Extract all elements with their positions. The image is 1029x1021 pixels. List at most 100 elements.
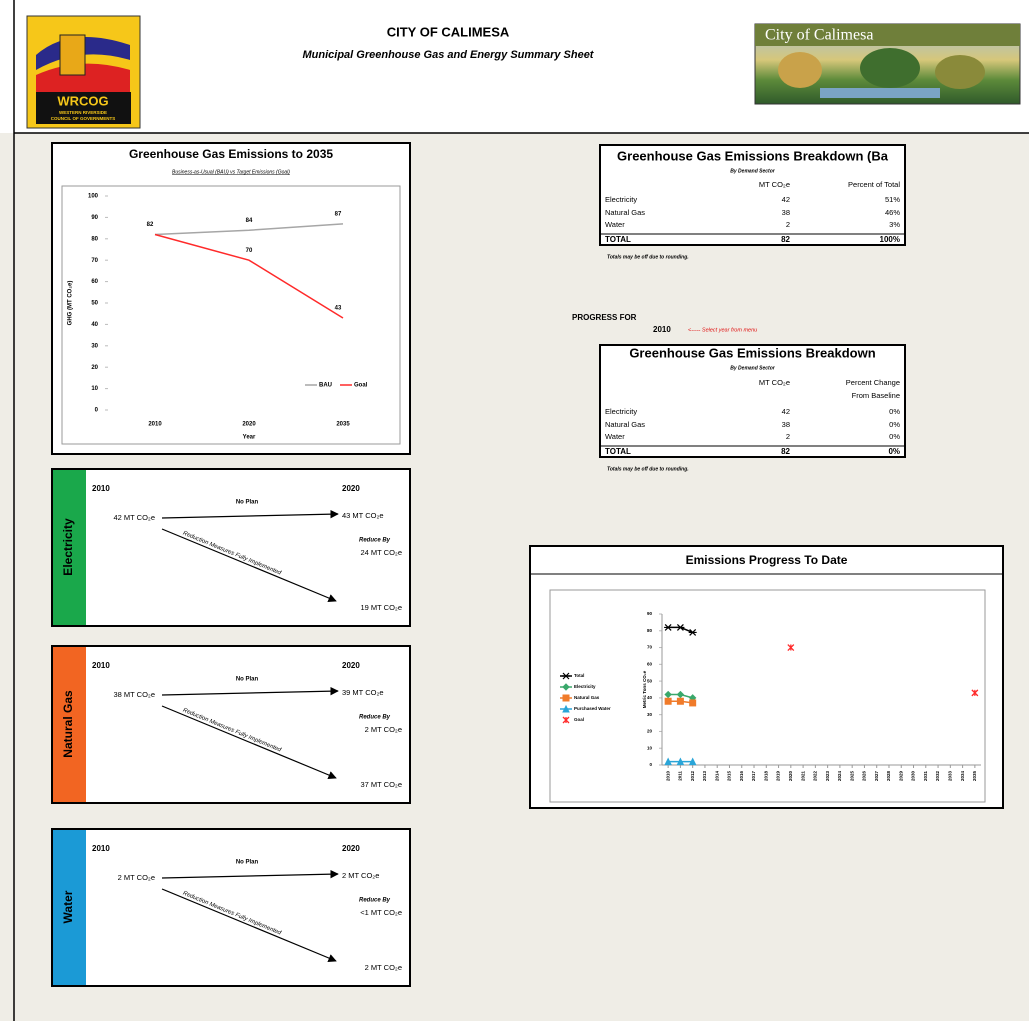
total-cell: 82 — [781, 447, 790, 456]
y-tick-label: 60 — [91, 279, 98, 285]
x-tick-label: 2020 — [788, 771, 793, 782]
x-tick-label: 2020 — [242, 422, 256, 428]
x-tick-label: 2010 — [148, 422, 162, 428]
x-tick-label: 2024 — [837, 771, 842, 782]
photo-pond — [820, 88, 940, 98]
table-frame — [600, 345, 905, 457]
logo: WRCOG WESTERN RIVERSIDE COUNCIL OF GOVER… — [27, 16, 140, 128]
start-year: 2010 — [92, 484, 110, 493]
start-year: 2010 — [92, 844, 110, 853]
x-tick-label: 2031 — [923, 771, 928, 782]
baseline-value: 2 MT CO₂e — [118, 873, 155, 882]
reduce-value: 24 MT CO₂e — [360, 548, 402, 557]
y-tick-label: 20 — [91, 365, 98, 371]
x-tick-label: 2011 — [678, 771, 683, 781]
reduce-label: Reduce By — [359, 538, 391, 544]
total-cell: TOTAL — [605, 447, 631, 456]
progress-label: PROGRESS FOR — [572, 313, 637, 322]
x-tick-label: 2021 — [800, 771, 805, 782]
photo-tree — [860, 48, 920, 88]
table-cell: 0% — [889, 407, 900, 416]
column-header: Percent of Total — [848, 180, 900, 189]
y-tick-label: 50 — [91, 301, 98, 307]
y-axis-label: Metric Tons CO₂e — [642, 670, 647, 708]
end-year: 2020 — [342, 484, 360, 493]
table-subtitle: By Demand Sector — [730, 365, 776, 371]
table-cell: 42 — [782, 195, 790, 204]
end-year: 2020 — [342, 661, 360, 670]
logo-text: WRCOG — [57, 93, 108, 108]
y-tick-label: 90 — [91, 215, 98, 221]
photo-tree — [935, 55, 985, 89]
y-tick-label: 60 — [647, 662, 653, 667]
x-tick-label: 2013 — [702, 771, 707, 782]
photo: City of Calimesa — [755, 24, 1020, 104]
column-header: MT CO₂e — [759, 378, 790, 387]
x-tick-label: 2026 — [862, 771, 867, 782]
no-plan-value: 43 MT CO₂e — [342, 511, 384, 520]
marker — [690, 700, 696, 706]
sector-name: Electricity — [61, 518, 75, 576]
x-tick-label: 2028 — [886, 771, 891, 782]
data-label: 43 — [335, 306, 342, 312]
reduce-value: 2 MT CO₂e — [365, 725, 402, 734]
table-note: Totals may be off due to rounding. — [607, 466, 689, 472]
data-label: 87 — [335, 211, 342, 217]
page-subtitle: Municipal Greenhouse Gas and Energy Summ… — [303, 49, 595, 61]
sector-name: Water — [61, 890, 75, 923]
x-tick-label: 2035 — [972, 771, 977, 782]
implemented-value: 19 MT CO₂e — [360, 603, 402, 612]
x-tick-label: 2016 — [739, 771, 744, 782]
marker — [677, 698, 683, 704]
legend-marker — [563, 695, 569, 701]
table-cell: 38 — [782, 420, 790, 429]
data-label: 70 — [246, 248, 253, 254]
table-cell: 42 — [782, 407, 790, 416]
legend-label: Goal — [574, 717, 584, 722]
marker — [563, 695, 569, 701]
no-plan-label: No Plan — [236, 677, 259, 683]
y-axis-label: GHG (MT CO₂e) — [68, 281, 74, 326]
no-plan-label: No Plan — [236, 860, 259, 866]
table-cell: 51% — [885, 195, 900, 204]
x-tick-label: 2012 — [690, 771, 695, 782]
plot-area — [62, 186, 400, 444]
legend-label: Natural Gas — [574, 695, 600, 700]
table-cell: Natural Gas — [605, 208, 645, 217]
data-label: 82 — [147, 222, 154, 228]
table-cell: Electricity — [605, 407, 637, 416]
y-tick-label: 20 — [647, 729, 653, 734]
reduce-label: Reduce By — [359, 715, 391, 721]
no-plan-label: No Plan — [236, 500, 259, 506]
photo-tree — [778, 52, 822, 88]
legend-label: BAU — [319, 383, 332, 389]
x-tick-label: 2017 — [751, 771, 756, 782]
progress-hint: <----- Select year from menu — [688, 327, 757, 333]
x-tick-label: 2027 — [874, 771, 879, 782]
y-tick-label: 70 — [91, 258, 98, 264]
y-tick-label: 70 — [647, 645, 653, 650]
x-tick-label: 2019 — [776, 771, 781, 782]
chart-title: Emissions Progress To Date — [686, 553, 848, 567]
column-header: Percent Change — [846, 378, 900, 387]
table-cell: 3% — [889, 220, 900, 229]
table-cell: Water — [605, 432, 625, 441]
x-tick-label: 2032 — [935, 771, 940, 782]
progress-year: 2010 — [653, 325, 671, 334]
y-tick-label: 80 — [647, 628, 653, 633]
implemented-value: 37 MT CO₂e — [360, 780, 402, 789]
x-tick-label: 2030 — [911, 771, 916, 782]
x-tick-label: 2033 — [948, 771, 953, 782]
column-header: MT CO₂e — [759, 180, 790, 189]
marker — [665, 698, 671, 704]
y-tick-label: 40 — [91, 322, 98, 328]
total-cell: 82 — [781, 235, 790, 244]
chart-subtitle: Business-as-Usual (BAU) vs Target Emissi… — [172, 169, 290, 175]
legend-label: Goal — [354, 383, 368, 389]
table-cell: 38 — [782, 208, 790, 217]
total-cell: TOTAL — [605, 235, 631, 244]
implemented-value: 2 MT CO₂e — [365, 963, 402, 972]
y-tick-label: 30 — [647, 712, 653, 717]
y-tick-label: 90 — [647, 611, 653, 616]
legend-label: Electricity — [574, 684, 596, 689]
